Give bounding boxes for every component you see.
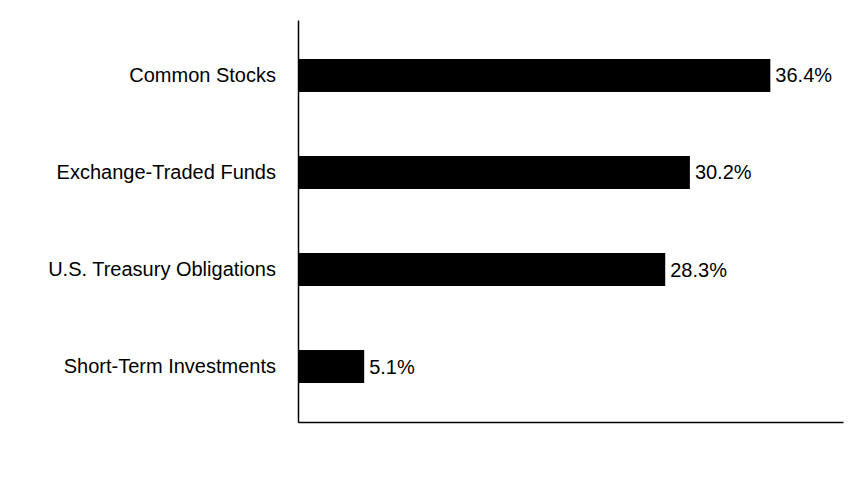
y-axis: Common Stocks Exchange-Traded Funds U.S. T… [48, 21, 298, 423]
bar [298, 253, 665, 286]
bar [298, 350, 364, 383]
data-label: 28.3% [670, 259, 727, 281]
tick-label: Short-Term Investments [64, 355, 276, 377]
data-label: 30.2% [695, 161, 752, 183]
tick: Short-Term Investments [64, 355, 298, 377]
x-axis [299, 422, 844, 423]
data-label: 5.1% [369, 356, 415, 378]
bar [298, 59, 770, 92]
axis-line [298, 21, 300, 423]
tick-label: Exchange-Traded Funds [57, 161, 276, 183]
data-label: 36.4% [775, 64, 832, 86]
data-labels: 36.4% 30.2% 28.3% 5.1% [369, 64, 832, 377]
plot: Common Stocks Exchange-Traded Funds U.S. T… [48, 21, 843, 423]
bar [298, 156, 690, 189]
axis-line [299, 422, 844, 424]
bars [298, 59, 770, 383]
tick-label: Common Stocks [129, 64, 276, 86]
tick: U.S. Treasury Obligations [48, 258, 298, 280]
chart: Common Stocks Exchange-Traded Funds U.S. T… [0, 0, 864, 504]
tick: Common Stocks [129, 64, 298, 86]
tick-label: U.S. Treasury Obligations [48, 258, 276, 280]
tick: Exchange-Traded Funds [57, 161, 298, 183]
